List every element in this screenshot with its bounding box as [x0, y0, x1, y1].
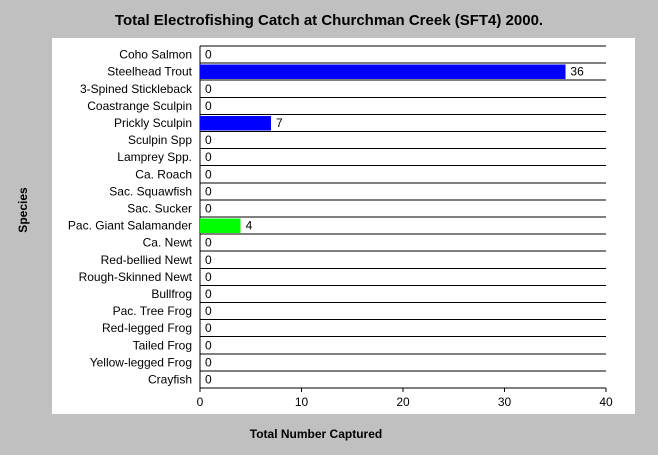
data-label: 0	[205, 167, 212, 181]
data-label: 0	[205, 99, 212, 113]
category-label: Sac. Sucker	[127, 201, 192, 215]
x-tick-label: 40	[599, 395, 613, 409]
category-label: Coastrange Sculpin	[87, 99, 192, 113]
data-label: 0	[205, 236, 212, 250]
category-label: Bullfrog	[151, 287, 192, 301]
data-label: 0	[205, 150, 212, 164]
x-tick-label: 20	[396, 395, 410, 409]
x-tick-label: 30	[498, 395, 512, 409]
data-label: 4	[246, 219, 253, 233]
data-label: 0	[205, 82, 212, 96]
data-label: 0	[205, 184, 212, 198]
y-axis-label: Species	[16, 187, 30, 233]
bar	[200, 64, 566, 80]
plot-panel	[52, 38, 635, 414]
category-label: Crayfish	[148, 372, 192, 386]
data-label: 0	[205, 321, 212, 335]
category-label: Yellow-legged Frog	[90, 355, 192, 369]
data-label: 0	[205, 355, 212, 369]
data-label: 0	[205, 133, 212, 147]
x-axis-label: Total Number Captured	[249, 427, 383, 441]
category-label: Pac. Tree Frog	[113, 304, 192, 318]
category-label: 3-Spined Stickleback	[80, 82, 193, 96]
category-label: Ca. Roach	[135, 167, 192, 181]
data-label: 0	[205, 304, 212, 318]
category-label: Pac. Giant Salamander	[68, 219, 192, 233]
data-label: 0	[205, 372, 212, 386]
category-label: Prickly Sculpin	[114, 116, 192, 130]
data-label: 0	[205, 253, 212, 267]
chart-title: Total Electrofishing Catch at Churchman …	[114, 12, 544, 29]
bar	[200, 115, 272, 131]
data-label: 0	[205, 270, 212, 284]
data-label: 0	[205, 338, 212, 352]
data-label: 7	[276, 116, 283, 130]
x-tick-label: 10	[295, 395, 309, 409]
category-label: Red-bellied Newt	[101, 253, 193, 267]
category-label: Sculpin Spp	[128, 133, 192, 147]
bar	[200, 218, 241, 234]
category-label: Red-legged Frog	[102, 321, 192, 335]
data-label: 0	[205, 48, 212, 62]
category-label: Steelhead Trout	[107, 65, 192, 79]
category-label: Lamprey Spp.	[117, 150, 192, 164]
category-label: Ca. Newt	[143, 236, 193, 250]
category-label: Rough-Skinned Newt	[79, 270, 193, 284]
data-label: 0	[205, 201, 212, 215]
data-label: 0	[205, 287, 212, 301]
category-label: Tailed Frog	[133, 338, 192, 352]
data-label: 36	[570, 65, 584, 79]
x-tick-label: 0	[197, 395, 204, 409]
category-label: Sac. Squawfish	[109, 184, 192, 198]
category-label: Coho Salmon	[119, 48, 192, 62]
